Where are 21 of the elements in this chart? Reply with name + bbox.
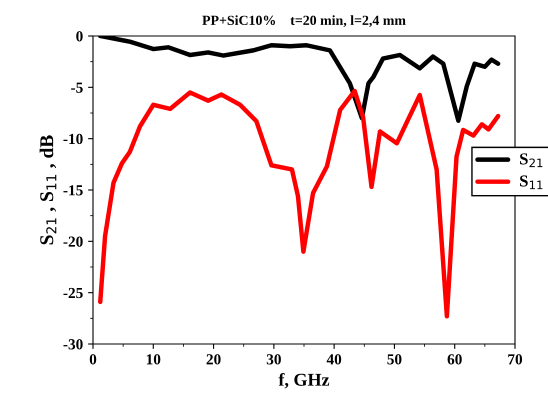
x-tick-label: 40 (326, 354, 342, 364)
y-axis-title: S$_{21}$ , S$_{11}$ , dB (40, 135, 56, 244)
y-tick-label: -20 (63, 236, 83, 247)
chart-title: PP+SiC10% t=20 min, l=2,4 mm (202, 15, 406, 28)
y-tick-label: 0 (76, 31, 83, 42)
x-tick-label: 20 (206, 354, 221, 364)
x-tick-label: 60 (448, 354, 462, 364)
y-tick-label: -5 (71, 82, 83, 93)
x-tick-label: 50 (387, 354, 402, 364)
x-tick-label: 30 (266, 354, 281, 364)
y-tick-label: -10 (63, 134, 83, 144)
y-tick-label: -25 (63, 288, 83, 298)
x-tick-label: 70 (508, 354, 522, 364)
y-tick-label: -15 (63, 185, 83, 196)
line-series (98, 88, 500, 319)
x-axis-title: f, GHz (278, 372, 330, 388)
x-tick-label: 0 (90, 354, 96, 364)
x-tick-label: 10 (146, 354, 160, 364)
legend-label: S$_{21}$ (520, 153, 542, 168)
y-tick-label: -30 (63, 339, 83, 350)
legend-label: S$_{11}$ (520, 175, 542, 190)
